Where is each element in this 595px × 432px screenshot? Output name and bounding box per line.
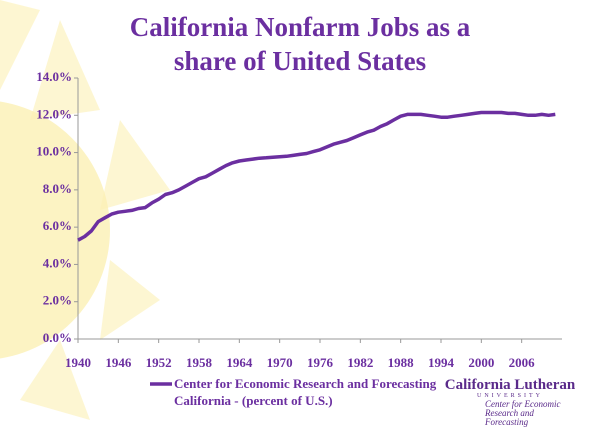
x-tick-label: 1958	[186, 355, 213, 370]
logo-tagline: Center for Economic Research and Forecas…	[485, 399, 561, 427]
y-tick-label: 6.0%	[43, 218, 72, 233]
sun-decoration	[0, 0, 170, 420]
y-tick-label: 14.0%	[36, 69, 72, 84]
logo: California Lutheran UNIVERSITY Center fo…	[444, 378, 576, 427]
x-tick-label: 2000	[468, 355, 494, 370]
x-tick-label: 1982	[347, 355, 373, 370]
y-tick-label: 8.0%	[43, 181, 72, 196]
y-tick-label: 4.0%	[43, 255, 72, 270]
title-box: California Nonfarm Jobs as a share of Un…	[129, 12, 471, 76]
series-line	[77, 110, 556, 242]
x-tick-label: 1970	[267, 355, 293, 370]
y-tick-label: 12.0%	[36, 106, 72, 121]
y-tick-label: 0.0%	[43, 330, 72, 345]
chart-title: California Nonfarm Jobs as a share of Un…	[129, 12, 471, 76]
legend-label: Center for Economic Research and Forecas…	[174, 376, 437, 408]
x-tick-label: 1940	[65, 355, 91, 370]
x-tick-label: 1952	[146, 355, 172, 370]
x-tick-label: 1946	[105, 355, 132, 370]
x-tick-label: 1964	[226, 355, 253, 370]
y-tick-label: 2.0%	[43, 293, 72, 308]
legend-box: Center for Economic Research and Forecas…	[174, 376, 437, 408]
x-tick-label: 2006	[509, 355, 536, 370]
x-tick-label: 1994	[428, 355, 455, 370]
logo-name: California Lutheran	[444, 378, 576, 393]
y-tick-label: 10.0%	[36, 144, 72, 159]
x-tick-label: 1988	[388, 355, 415, 370]
logo-subtitle: UNIVERSITY	[477, 393, 543, 399]
x-tick-label: 1976	[307, 355, 334, 370]
